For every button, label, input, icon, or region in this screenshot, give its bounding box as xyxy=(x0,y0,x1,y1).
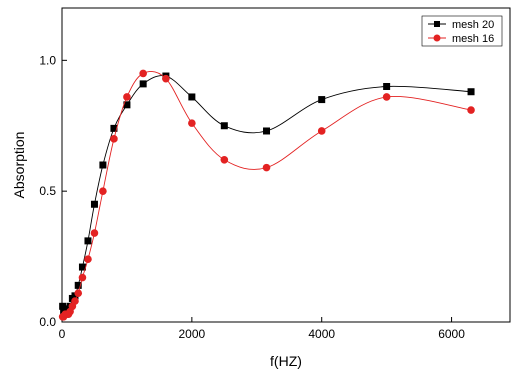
data-point-mesh-20 xyxy=(220,122,228,130)
series-mesh-16 xyxy=(58,69,475,321)
series-line-mesh-20 xyxy=(62,75,472,313)
data-point-mesh-20 xyxy=(71,292,79,300)
y-tick-label: 0.5 xyxy=(39,184,56,198)
data-point-mesh-20 xyxy=(318,96,326,104)
data-point-mesh-20 xyxy=(467,88,475,96)
x-tick-label: 0 xyxy=(59,327,66,341)
legend: mesh 20 mesh 16 xyxy=(421,15,503,47)
data-point-mesh-20 xyxy=(110,124,118,132)
legend-label-mesh-16: mesh 16 xyxy=(452,33,494,45)
data-point-mesh-16 xyxy=(188,119,196,127)
x-axis-label: f(HZ) xyxy=(270,353,302,369)
data-point-mesh-20 xyxy=(74,281,82,289)
data-point-mesh-16 xyxy=(262,163,271,172)
data-point-mesh-16 xyxy=(84,255,92,263)
legend-label-mesh-20: mesh 20 xyxy=(452,19,494,31)
data-point-mesh-16 xyxy=(220,155,229,164)
data-point-mesh-16 xyxy=(123,93,131,101)
x-tick-label: 2000 xyxy=(179,327,206,341)
series-mesh-20 xyxy=(59,72,475,316)
series-line-mesh-16 xyxy=(62,71,472,318)
y-tick-label: 1.0 xyxy=(39,53,56,67)
data-point-mesh-20 xyxy=(84,237,92,245)
x-tick-label: 4000 xyxy=(308,327,335,341)
y-axis-ticks: 0.0 0.5 1.0 xyxy=(39,53,67,329)
data-point-mesh-16 xyxy=(99,187,107,195)
data-point-mesh-20 xyxy=(78,263,86,271)
data-point-mesh-20 xyxy=(188,93,196,101)
data-point-mesh-20 xyxy=(383,83,391,90)
data-point-mesh-16 xyxy=(90,229,99,237)
data-point-mesh-16 xyxy=(74,289,83,298)
data-point-mesh-16 xyxy=(382,93,391,101)
series-layer xyxy=(58,69,475,321)
data-point-mesh-16 xyxy=(467,106,475,114)
data-point-mesh-20 xyxy=(59,302,67,310)
x-axis-ticks: 0 2000 4000 6000 xyxy=(59,317,465,341)
data-point-mesh-20 xyxy=(99,161,107,169)
legend-marker-mesh-16 xyxy=(433,34,441,42)
data-point-mesh-16 xyxy=(139,69,147,78)
plot-frame xyxy=(61,7,511,323)
data-point-mesh-20 xyxy=(263,127,271,135)
data-point-mesh-20 xyxy=(123,101,131,109)
x-tick-label: 6000 xyxy=(438,327,465,341)
y-axis-label: Absorption xyxy=(11,132,27,199)
data-point-mesh-16 xyxy=(110,135,118,143)
y-tick-label: 0.0 xyxy=(39,315,56,329)
data-point-mesh-16 xyxy=(162,74,170,83)
data-point-mesh-20 xyxy=(90,200,98,208)
data-point-mesh-16 xyxy=(78,273,87,282)
legend-marker-mesh-20 xyxy=(434,21,440,27)
data-point-mesh-16 xyxy=(71,297,79,305)
data-point-mesh-20 xyxy=(139,80,147,88)
data-point-mesh-16 xyxy=(317,127,326,135)
